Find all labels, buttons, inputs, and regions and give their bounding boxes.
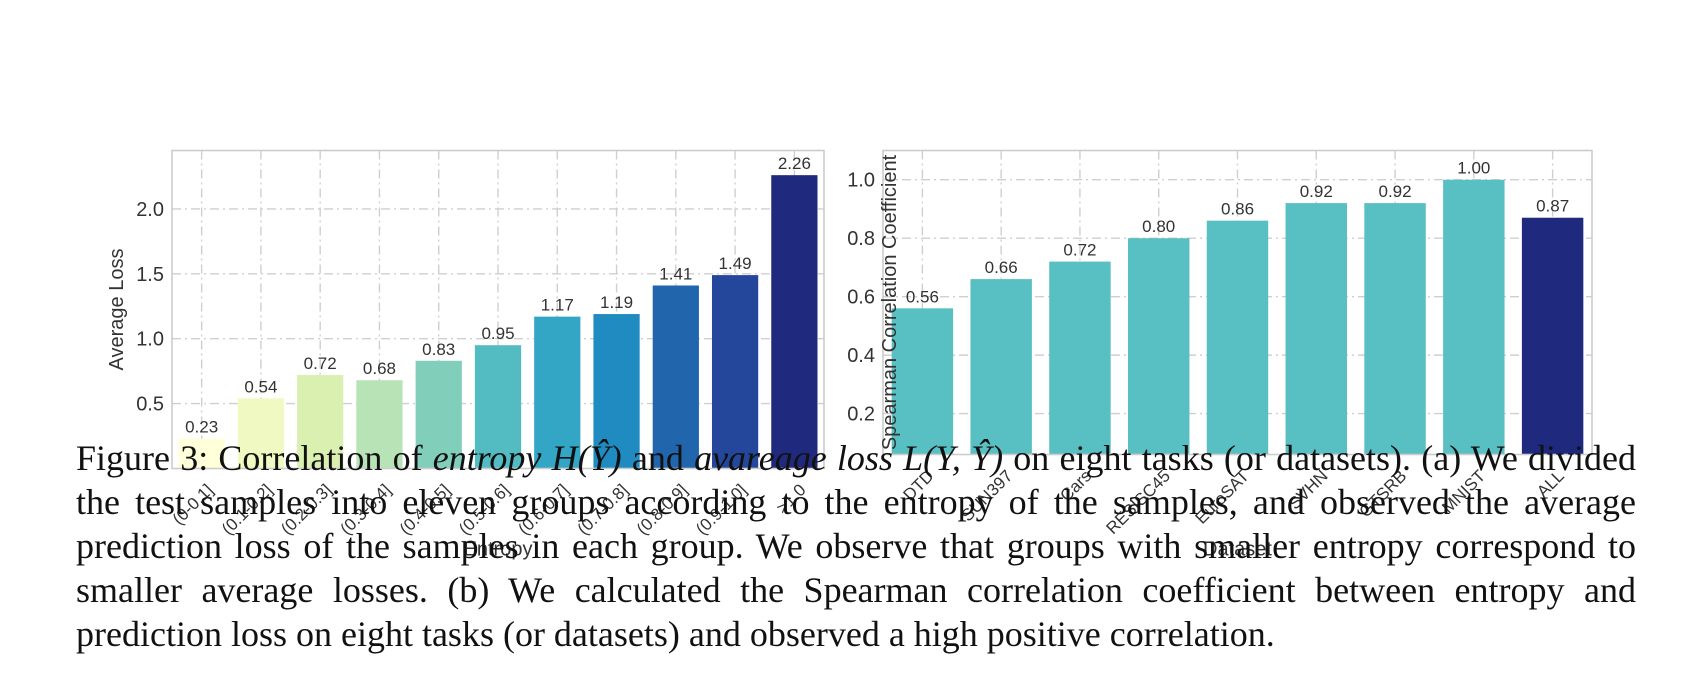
bar-value-label: 0.86 <box>1221 200 1254 219</box>
bar-value-label: 0.23 <box>185 418 218 437</box>
chart-a-data-labels: 0.23 0.54 0.72 0.68 0.83 0.95 1.17 1.19 1.41 1.49… <box>185 154 811 436</box>
chart-a-y-ticks: 0.5 1.0 1.5 2.0 <box>136 199 164 416</box>
bar-value-label: 1.17 <box>541 296 574 315</box>
y-tick-label: 0.5 <box>136 394 164 416</box>
bar-value-label: 0.68 <box>363 359 396 378</box>
y-tick-label: 0.8 <box>847 228 875 250</box>
caption-and: and <box>631 438 684 478</box>
bar <box>1521 217 1584 455</box>
bar <box>534 316 581 469</box>
chart-b-data-labels: 0.56 0.66 0.72 0.80 0.86 0.92 0.92 1.00 0.87 <box>906 159 1569 307</box>
chart-b-y-axis-label: Spearman Correlation Coefficient <box>879 154 901 450</box>
bar <box>1127 238 1190 455</box>
chart-b-y-ticks: 0.2 0.4 0.6 0.8 1.0 <box>847 170 875 426</box>
bar-value-label: 0.54 <box>244 377 277 396</box>
bar <box>1049 261 1111 455</box>
bar-value-label: 1.19 <box>600 293 633 312</box>
caption-label: Figure 3: Correlation of <box>76 438 423 478</box>
bar-value-label: 1.49 <box>719 254 752 273</box>
y-tick-label: 1.0 <box>136 329 164 351</box>
bar <box>1206 220 1269 455</box>
caption-math-entropy: H(Ŷ) <box>551 438 622 478</box>
bar <box>474 345 522 469</box>
bar-value-label: 0.66 <box>985 258 1018 277</box>
chart-a-bars <box>178 175 818 469</box>
y-tick-label: 0.2 <box>847 404 875 426</box>
figure-caption: Figure 3: Correlation of entropy H(Ŷ) an… <box>76 436 1636 656</box>
bar <box>652 285 699 469</box>
caption-math-loss: L(Y, Ŷ) <box>903 438 1004 478</box>
bar <box>593 314 640 469</box>
bar <box>970 279 1032 455</box>
y-tick-label: 1.5 <box>136 264 164 286</box>
bar-value-label: 0.56 <box>906 287 939 306</box>
bar-value-label: 0.83 <box>422 340 455 359</box>
bar-value-label: 0.80 <box>1142 217 1175 236</box>
bar-value-label: 1.00 <box>1457 159 1490 178</box>
chart-b-bars <box>891 179 1584 455</box>
y-tick-label: 1.0 <box>847 170 875 192</box>
bar <box>356 380 403 469</box>
bar <box>1285 203 1348 455</box>
bar <box>297 375 344 469</box>
bar <box>237 398 285 469</box>
bar <box>415 360 462 469</box>
bar-value-label: 0.72 <box>1063 241 1096 260</box>
bar-value-label: 0.72 <box>304 354 337 373</box>
bar <box>771 175 818 469</box>
bar <box>1364 203 1426 455</box>
bar-value-label: 0.92 <box>1379 182 1412 201</box>
chart-b-x-axis-label: Dataset <box>1203 539 1272 561</box>
y-tick-label: 2.0 <box>136 199 164 221</box>
caption-term-entropy: entropy <box>432 438 542 478</box>
bar-value-label: 1.41 <box>659 264 692 283</box>
y-tick-label: 0.6 <box>847 287 875 309</box>
y-tick-label: 0.4 <box>847 345 875 367</box>
bar-value-label: 0.95 <box>481 324 514 343</box>
caption-term-loss: avareage loss <box>694 438 893 478</box>
chart-a-x-axis-label: Entropy <box>464 539 533 561</box>
bar-value-label: 0.92 <box>1300 182 1333 201</box>
chart-a-y-axis-label: Average Loss <box>106 249 128 371</box>
bar-value-label: 2.26 <box>778 154 811 173</box>
chart-b-frame <box>882 149 1593 456</box>
caption-body: on eight tasks (or datasets). (a) We div… <box>76 438 1637 654</box>
bar <box>178 438 225 469</box>
bar-value-label: 0.87 <box>1536 197 1569 216</box>
bar <box>1443 179 1505 455</box>
chart-a-frame <box>171 149 825 470</box>
bar <box>891 308 954 455</box>
bar <box>711 275 759 469</box>
